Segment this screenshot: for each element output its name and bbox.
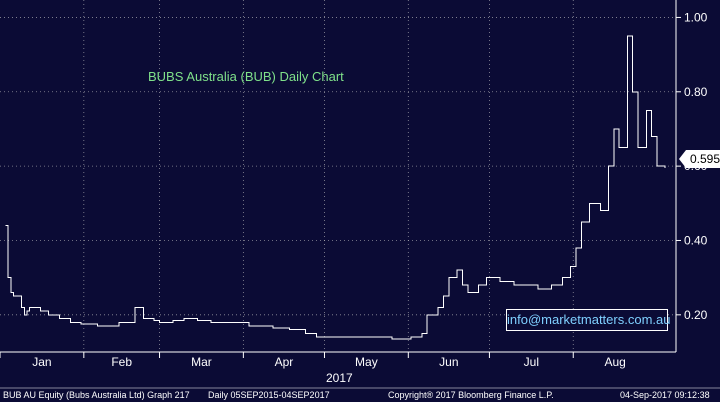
grid-layer (0, 0, 676, 352)
last-price-tag: 0.595 (679, 150, 720, 168)
x-tick-label: Apr (275, 355, 294, 369)
x-tick-label: Aug (604, 355, 625, 369)
x-tick-label: May (355, 355, 378, 369)
x-tick-label: Jan (32, 355, 51, 369)
price-line (5, 35, 666, 340)
y-tick-label: 1.00 (684, 10, 708, 24)
x-tick-label: Feb (111, 355, 132, 369)
footer-range: Daily 05SEP2015-04SEP2017 (208, 390, 330, 400)
y-axis: 1.000.800.600.400.20 (675, 0, 708, 352)
y-tick-label: 0.40 (684, 233, 708, 247)
x-tick-label: Mar (191, 355, 212, 369)
chart-title: BUBS Australia (BUB) Daily Chart (148, 69, 344, 84)
x-tick-label: Jun (439, 355, 458, 369)
watermark-label: info@marketmatters.com.au (506, 309, 670, 331)
y-tick-label: 0.20 (684, 308, 708, 322)
x-axis-label: 2017 (326, 371, 353, 385)
y-tick-label: 0.80 (684, 85, 708, 99)
footer-copyright: Copyright® 2017 Bloomberg Finance L.P. (388, 390, 554, 400)
x-tick-label: Jul (524, 355, 539, 369)
footer-security: BUB AU Equity (Bubs Australia Ltd) Graph… (3, 390, 190, 400)
footer-timestamp: 04-Sep-2017 09:12:38 (620, 390, 710, 400)
x-axis: Jan Feb Mar Apr May Jun Jul Aug (0, 351, 676, 369)
price-series (5, 35, 666, 340)
